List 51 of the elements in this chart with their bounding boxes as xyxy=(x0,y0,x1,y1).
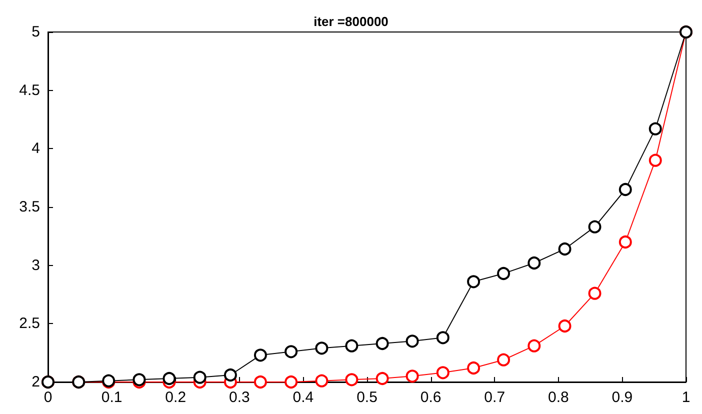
y-tick-label: 5 xyxy=(32,24,40,40)
chart-title: iter =800000 xyxy=(314,14,388,29)
point xyxy=(528,339,541,352)
y-tick-label: 4.5 xyxy=(19,82,40,99)
point xyxy=(284,345,298,358)
x-tick-label: 0.9 xyxy=(612,389,633,406)
x-tick-label: 0.2 xyxy=(165,389,186,406)
point xyxy=(648,154,662,167)
x-tick-label: 0.1 xyxy=(101,389,122,406)
point xyxy=(376,372,389,385)
x-tick-label: 0 xyxy=(44,389,52,406)
point xyxy=(284,376,298,388)
y-tick-label: 3.5 xyxy=(19,198,40,216)
point xyxy=(558,320,572,332)
point xyxy=(588,286,602,300)
point xyxy=(436,331,450,344)
y-tick-label: 3 xyxy=(32,256,40,274)
point xyxy=(406,370,419,383)
point xyxy=(254,376,267,388)
point xyxy=(558,242,572,256)
point xyxy=(618,183,632,196)
point xyxy=(132,373,146,386)
point xyxy=(436,366,450,380)
point xyxy=(376,337,389,350)
x-tick-label: 0.3 xyxy=(228,389,250,406)
point xyxy=(588,220,602,234)
point xyxy=(406,334,419,348)
point xyxy=(224,368,237,382)
point xyxy=(315,342,328,355)
x-tick-label: 0.5 xyxy=(356,389,378,406)
point xyxy=(315,374,328,388)
point xyxy=(528,256,541,270)
x-tick-label: 0.4 xyxy=(292,389,314,406)
point xyxy=(467,275,480,288)
y-tick-label: 4 xyxy=(32,140,40,158)
x-tick-label: 1 xyxy=(682,389,690,406)
y-tick-label: 2 xyxy=(32,374,40,390)
point xyxy=(618,236,632,248)
point xyxy=(497,267,510,280)
point xyxy=(345,373,358,386)
point xyxy=(254,348,267,362)
point xyxy=(497,353,510,366)
point xyxy=(345,339,358,352)
point xyxy=(193,370,206,384)
point xyxy=(162,372,176,385)
point xyxy=(467,362,480,374)
x-tick-label: 0.7 xyxy=(484,389,506,406)
x-tick-label: 0.8 xyxy=(548,389,569,406)
x-tick-label: 0.6 xyxy=(420,389,442,406)
y-tick-label: 2.5 xyxy=(19,315,40,332)
point xyxy=(648,122,662,136)
